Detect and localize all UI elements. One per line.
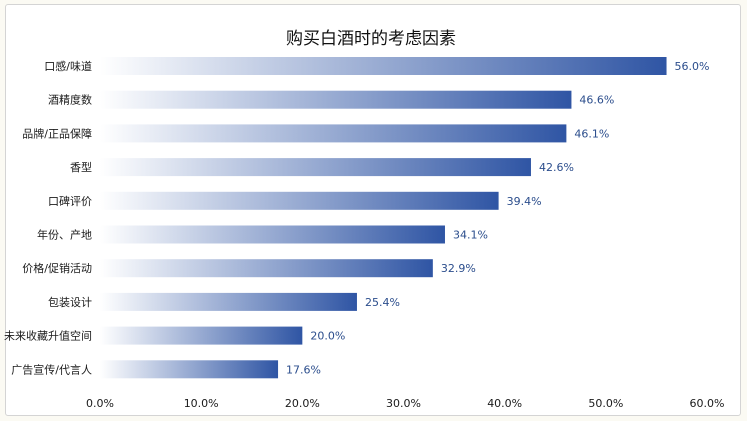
category-label: 酒精度数 xyxy=(48,93,92,107)
x-tick-label: 40.0% xyxy=(487,397,522,410)
data-label: 34.1% xyxy=(453,229,488,242)
bar xyxy=(100,360,279,379)
bar xyxy=(100,158,531,177)
data-label: 39.4% xyxy=(507,195,542,208)
bar xyxy=(100,90,572,109)
data-label: 42.6% xyxy=(539,161,574,174)
category-label: 包装设计 xyxy=(48,296,92,309)
category-label: 口碑评价 xyxy=(48,195,92,208)
bar xyxy=(100,259,433,278)
data-label: 20.0% xyxy=(310,330,345,343)
x-tick-label: 50.0% xyxy=(588,397,623,410)
data-label: 25.4% xyxy=(365,296,400,309)
bar xyxy=(100,124,567,143)
x-tick-label: 20.0% xyxy=(285,397,320,410)
data-label: 56.0% xyxy=(675,60,710,73)
bar xyxy=(100,292,357,311)
x-tick-label: 60.0% xyxy=(690,397,725,410)
category-label: 香型 xyxy=(70,160,92,174)
category-label: 价格/促销活动 xyxy=(22,261,92,275)
category-label: 广告宣传/代言人 xyxy=(11,362,92,376)
x-tick-label: 10.0% xyxy=(184,397,219,410)
x-tick-label: 0.0% xyxy=(86,397,114,410)
data-label: 46.1% xyxy=(574,127,609,140)
category-label: 年份、产地 xyxy=(37,228,92,242)
data-label: 17.6% xyxy=(286,363,321,376)
bar xyxy=(100,191,499,210)
category-label: 口感/味道 xyxy=(44,59,92,73)
data-label: 46.6% xyxy=(579,94,614,107)
category-label: 未来收藏升值空间 xyxy=(4,329,92,343)
chart-title: 购买白酒时的考虑因素 xyxy=(286,29,456,49)
data-label: 32.9% xyxy=(441,262,476,275)
bar xyxy=(100,225,445,244)
bar xyxy=(100,57,667,75)
x-tick-label: 30.0% xyxy=(386,397,421,410)
bar xyxy=(100,326,303,345)
category-label: 品牌/正品保障 xyxy=(22,126,92,140)
